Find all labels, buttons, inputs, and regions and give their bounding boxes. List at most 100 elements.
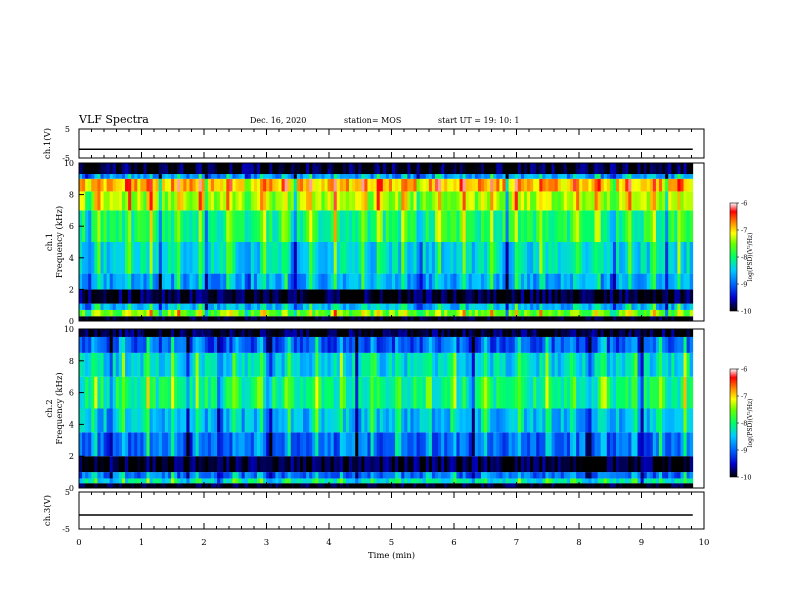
- spectrogram-cell: [349, 191, 353, 211]
- spectrogram-cell: [591, 483, 595, 488]
- spectrogram-cell: [370, 432, 374, 457]
- spectrogram-cell: [106, 174, 111, 179]
- spectrogram-cell: [662, 456, 666, 473]
- spectrogram-cell: [158, 163, 163, 175]
- spectrogram-cell: [419, 289, 424, 304]
- spectrogram-cell: [121, 472, 126, 479]
- spectrogram-cell: [204, 352, 209, 377]
- spectrogram-cell: [284, 408, 289, 433]
- spectrogram-cell: [364, 309, 368, 317]
- spectrogram-cell: [579, 210, 583, 242]
- spectrogram-cell: [358, 483, 362, 488]
- spectrogram-cell: [232, 289, 236, 304]
- spectrogram-cell: [284, 329, 289, 337]
- spectrogram-cell: [152, 408, 157, 433]
- spectrogram-cell: [502, 178, 506, 192]
- spectrogram-cell: [247, 191, 252, 211]
- spectrogram-cell: [226, 352, 230, 377]
- spectrogram-cell: [342, 178, 347, 192]
- spectrogram-cell: [385, 336, 390, 353]
- spectrogram-cell: [100, 483, 104, 488]
- spectrogram-cell: [220, 376, 224, 409]
- spectrogram-cell: [352, 472, 356, 479]
- spectrogram-cell: [364, 336, 368, 353]
- spectrogram-cell: [118, 456, 123, 473]
- spectrogram-cell: [576, 408, 580, 433]
- spectrogram-cell: [508, 376, 513, 409]
- spectrogram-cell: [223, 478, 227, 484]
- spectrogram-cell: [355, 352, 359, 377]
- spectrogram-cell: [438, 191, 442, 211]
- y-axis-label: ch.1(V): [42, 128, 53, 159]
- spectrogram-cell: [566, 376, 571, 409]
- spectrogram-cell: [438, 309, 442, 317]
- spectrogram-cell: [631, 352, 635, 377]
- spectrogram-cell: [631, 336, 635, 353]
- spectrogram-cell: [91, 163, 95, 175]
- spectrogram-cell: [330, 329, 335, 337]
- station-label: station= MOS: [344, 116, 401, 125]
- spectrogram-cell: [355, 472, 359, 479]
- spectrogram-cell: [177, 408, 181, 433]
- spectrogram-cell: [655, 336, 660, 353]
- spectrogram-cell: [333, 376, 338, 409]
- spectrogram-cell: [533, 483, 537, 488]
- spectrogram-cell: [517, 483, 522, 488]
- spectrogram-cell: [576, 376, 580, 409]
- spectrogram-cell: [612, 303, 617, 310]
- spectrogram-cell: [345, 309, 350, 317]
- spectrogram-cell: [214, 376, 218, 409]
- spectrogram-cell: [103, 210, 108, 242]
- spectrogram-cell: [438, 178, 442, 192]
- spectrogram-cell: [683, 303, 688, 310]
- spectrogram-cell: [244, 408, 249, 433]
- spectrogram-cell: [591, 376, 595, 409]
- colorbar-label: log(PSD)(V²/Hz): [747, 399, 754, 448]
- y-tick-label: 5: [65, 125, 70, 134]
- spectrogram-cell: [167, 329, 172, 337]
- spectrogram-cell: [278, 174, 282, 179]
- spectrogram-cell: [180, 336, 184, 353]
- spectrogram-cell: [198, 309, 203, 317]
- spectrogram-cell: [183, 178, 187, 192]
- spectrogram-cell: [269, 242, 273, 274]
- spectrogram-cell: [395, 242, 399, 274]
- spectrogram-cell: [161, 456, 166, 473]
- spectrogram-cell: [616, 456, 620, 473]
- spectrogram-cell: [566, 432, 571, 457]
- spectrogram-cell: [244, 376, 249, 409]
- spectrogram-cell: [327, 191, 332, 211]
- spectrogram-cell: [640, 336, 645, 353]
- spectrogram-cell: [680, 432, 684, 457]
- spectrogram-cell: [554, 289, 559, 304]
- spectrogram-cell: [143, 472, 147, 479]
- spectrogram-cell: [652, 408, 657, 433]
- spectrogram-cell: [652, 483, 657, 488]
- spectrogram-cell: [625, 289, 629, 304]
- spectrogram-cell: [582, 336, 586, 353]
- spectrogram-cell: [591, 191, 595, 211]
- spectrogram-cell: [477, 178, 482, 192]
- spectrogram-cell: [416, 210, 421, 242]
- spectrogram-cell: [91, 273, 95, 290]
- spectrogram-cell: [94, 478, 98, 484]
- spectrogram-cell: [97, 432, 101, 457]
- spectrogram-cell: [244, 352, 249, 377]
- spectrogram-cell: [299, 309, 304, 317]
- spectrogram-cell: [379, 432, 384, 457]
- spectrogram-cell: [530, 329, 534, 337]
- spectrogram-cell: [527, 472, 531, 479]
- spectrogram-cell: [189, 178, 193, 192]
- spectrogram-cell: [247, 316, 252, 321]
- spectrogram-cell: [158, 210, 163, 242]
- spectrogram-cell: [609, 316, 614, 321]
- spectrogram-cell: [287, 316, 292, 321]
- spectrogram-cell: [180, 309, 184, 317]
- spectrogram-cell: [146, 273, 150, 290]
- spectrogram-cell: [530, 336, 534, 353]
- spectrogram-cell: [398, 242, 402, 274]
- spectrogram-cell: [462, 163, 467, 175]
- spectrogram-cell: [487, 174, 491, 179]
- spectrogram-cell: [671, 329, 675, 337]
- spectrogram-cell: [438, 329, 442, 337]
